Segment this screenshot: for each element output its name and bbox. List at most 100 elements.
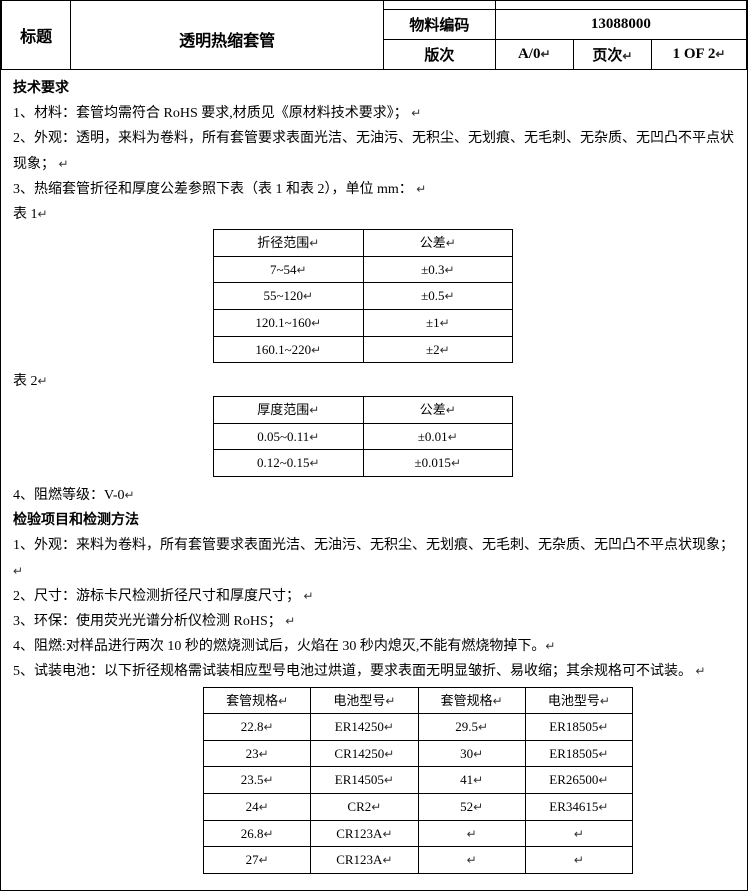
t1-cell: 7~54 — [270, 262, 297, 277]
t3-col4-header: 电池型号 — [548, 693, 600, 708]
title-label: 标题 — [2, 1, 71, 70]
t1-cell: 55~120 — [264, 288, 304, 303]
t1-col2-header: 公差 — [420, 235, 446, 250]
para-mark-icon — [309, 430, 319, 444]
t3-cell: CR2 — [347, 799, 371, 814]
t3-cell: 23.5 — [241, 772, 264, 787]
para-mark-icon — [473, 773, 483, 787]
para-mark-icon — [311, 316, 321, 330]
para-mark-icon — [448, 430, 458, 444]
para-mark-icon — [385, 694, 395, 708]
para-mark-icon — [598, 773, 608, 787]
t3-cell: 26.8 — [241, 826, 264, 841]
para-mark-icon — [696, 664, 706, 678]
para-mark-icon — [13, 564, 23, 578]
para-mark-icon — [310, 456, 320, 470]
para-mark-icon — [38, 374, 48, 388]
para-mark-icon — [259, 800, 269, 814]
header-top-blank — [71, 1, 384, 10]
para-mark-icon — [467, 853, 477, 867]
inspect-line4: 4、阻燃:对样品进行两次 10 秒的燃烧测试后，火焰在 30 秒内熄灭,不能有燃… — [13, 639, 545, 654]
para-mark-icon — [311, 343, 321, 357]
para-mark-icon — [493, 694, 503, 708]
t3-cell: 41 — [460, 772, 473, 787]
para-mark-icon — [263, 720, 273, 734]
material-code-label: 物料编码 — [383, 10, 495, 40]
para-mark-icon — [384, 720, 394, 734]
para-mark-icon — [259, 853, 269, 867]
t3-cell: ER26500 — [549, 772, 598, 787]
para-mark-icon — [303, 289, 313, 303]
para-mark-icon — [309, 403, 319, 417]
tech-req-line1: 1、材料：套管均需符合 RoHS 要求,材质见《原材料技术要求》； — [13, 106, 408, 121]
para-mark-icon — [444, 289, 454, 303]
t3-cell: 22.8 — [241, 719, 264, 734]
battery-table: 套管规格 电池型号 套管规格 电池型号 22.8ER1425029.5ER185… — [203, 687, 633, 874]
para-mark-icon — [440, 316, 450, 330]
para-mark-icon — [278, 694, 288, 708]
tech-req-heading: 技术要求 — [13, 76, 735, 101]
t1-col1-header: 折径范围 — [257, 235, 309, 250]
para-mark-icon — [125, 488, 135, 502]
para-mark-icon — [444, 263, 454, 277]
para-mark-icon — [545, 639, 555, 653]
para-mark-icon — [309, 236, 319, 250]
para-mark-icon — [416, 182, 426, 196]
t3-cell: 52 — [460, 799, 473, 814]
tech-req-line2: 2、外观：透明，来料为卷料，所有套管要求表面光洁、无油污、无积尘、无划痕、无毛刺… — [13, 131, 734, 171]
material-code-value: 13088000 — [495, 10, 746, 40]
para-mark-icon — [382, 827, 392, 841]
para-mark-icon — [446, 403, 456, 417]
inspect-line5: 5、试装电池：以下折径规格需试装相应型号电池过烘道，要求表面无明显皱折、易收缩；… — [13, 664, 692, 679]
table1-label: 表 1 — [13, 207, 38, 222]
para-mark-icon — [598, 800, 608, 814]
para-mark-icon — [297, 263, 307, 277]
t3-cell: CR123A — [336, 852, 382, 867]
t1-cell: ±0.3 — [421, 262, 444, 277]
para-mark-icon — [574, 827, 584, 841]
t1-cell: 120.1~160 — [255, 315, 311, 330]
t3-col2-header: 电池型号 — [333, 693, 385, 708]
t3-cell: 30 — [460, 746, 473, 761]
t2-col1-header: 厚度范围 — [257, 402, 309, 417]
page-value: 1 OF 2 — [673, 46, 716, 62]
inspect-line2: 2、尺寸：游标卡尺检测折径尺寸和厚度尺寸； — [13, 589, 300, 604]
table2-label: 表 2 — [13, 374, 38, 389]
tolerance-table-2: 厚度范围 公差 0.05~0.11±0.01 0.12~0.15±0.015 — [213, 396, 513, 477]
product-name: 透明热缩套管 — [71, 10, 384, 70]
t3-cell: 27 — [246, 852, 259, 867]
version-label: 版次 — [383, 40, 495, 70]
para-mark-icon — [473, 800, 483, 814]
para-mark-icon — [263, 773, 273, 787]
tech-req-line3: 3、热缩套管折径和厚度公差参照下表（表 1 和表 2），单位 mm： — [13, 182, 413, 197]
content-body: 技术要求 1、材料：套管均需符合 RoHS 要求,材质见《原材料技术要求》； 2… — [1, 70, 747, 890]
t3-cell: 24 — [246, 799, 259, 814]
para-mark-icon — [263, 827, 273, 841]
para-mark-icon — [382, 853, 392, 867]
t3-cell: CR123A — [336, 826, 382, 841]
t3-cell: ER18505 — [549, 746, 598, 761]
para-mark-icon — [411, 106, 421, 120]
para-mark-icon — [715, 47, 725, 61]
t3-cell: ER18505 — [549, 719, 598, 734]
para-mark-icon — [467, 827, 477, 841]
para-mark-icon — [285, 614, 295, 628]
inspect-line3: 3、环保：使用荧光光谱分析仪检测 RoHS； — [13, 614, 282, 629]
para-mark-icon — [622, 49, 632, 63]
para-mark-icon — [384, 773, 394, 787]
para-mark-icon — [38, 207, 48, 221]
page-label: 页次 — [592, 48, 622, 64]
t3-cell: CR14250 — [334, 746, 384, 761]
t3-cell: 23 — [246, 746, 259, 761]
para-mark-icon — [59, 157, 69, 171]
header-top-blank2 — [383, 1, 495, 10]
version-value: A/0 — [518, 46, 541, 62]
para-mark-icon — [478, 720, 488, 734]
t3-cell: ER14505 — [335, 772, 384, 787]
para-mark-icon — [574, 853, 584, 867]
t2-cell: ±0.01 — [418, 429, 448, 444]
tolerance-table-1: 折径范围 公差 7~54±0.3 55~120±0.5 120.1~160±1 … — [213, 229, 513, 363]
t1-cell: ±0.5 — [421, 288, 444, 303]
t3-cell: ER14250 — [335, 719, 384, 734]
inspect-line1: 1、外观：来料为卷料，所有套管要求表面光洁、无油污、无积尘、无划痕、无毛刺、无杂… — [13, 538, 734, 553]
